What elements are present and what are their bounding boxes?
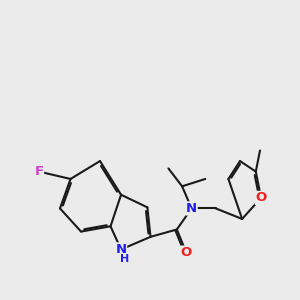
Text: N: N (116, 243, 127, 256)
Text: H: H (120, 254, 129, 264)
Text: F: F (34, 165, 43, 178)
Text: O: O (181, 246, 192, 259)
Text: N: N (186, 202, 197, 215)
Text: O: O (255, 191, 267, 204)
